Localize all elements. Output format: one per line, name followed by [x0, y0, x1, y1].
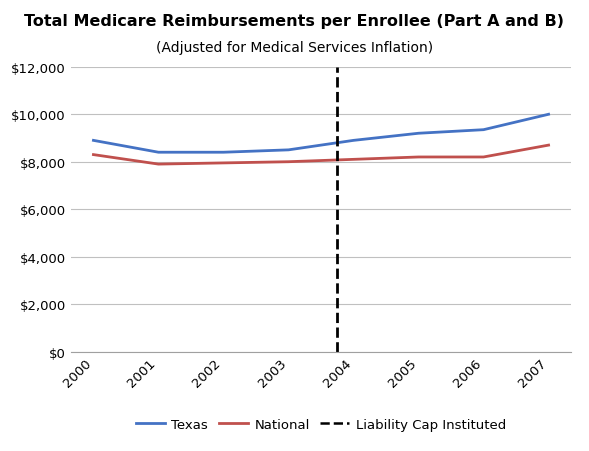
National — [285, 160, 292, 165]
National — [480, 155, 487, 161]
Legend: Texas, National, Liability Cap Instituted: Texas, National, Liability Cap Institute… — [131, 413, 511, 436]
Texas — [285, 148, 292, 153]
Texas — [415, 131, 422, 137]
Line: Texas: Texas — [94, 115, 548, 153]
Line: National: National — [94, 146, 548, 165]
Text: (Adjusted for Medical Services Inflation): (Adjusted for Medical Services Inflation… — [156, 41, 433, 55]
Texas — [350, 138, 357, 144]
Texas — [90, 138, 97, 144]
Texas — [155, 150, 162, 156]
National — [220, 161, 227, 166]
National — [90, 152, 97, 158]
Texas — [220, 150, 227, 156]
Text: Total Medicare Reimbursements per Enrollee (Part A and B): Total Medicare Reimbursements per Enroll… — [25, 14, 564, 28]
National — [155, 162, 162, 167]
Texas — [545, 112, 552, 118]
National — [545, 143, 552, 148]
National — [415, 155, 422, 161]
Texas — [480, 128, 487, 133]
National — [350, 157, 357, 163]
